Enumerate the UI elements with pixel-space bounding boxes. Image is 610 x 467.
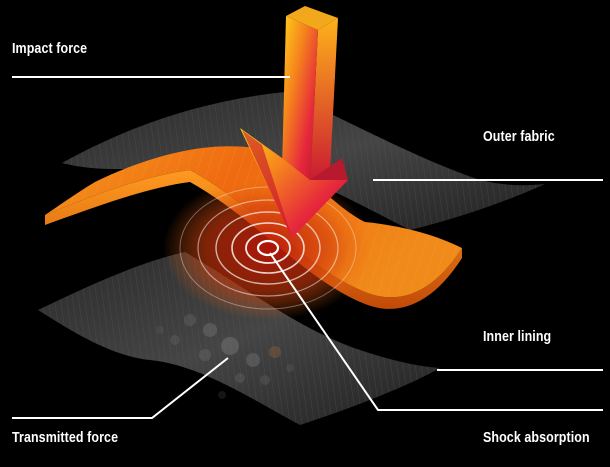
label-outer-fabric: Outer fabric bbox=[483, 129, 555, 145]
inner-lining-sheet bbox=[38, 252, 440, 425]
label-inner-lining: Inner lining bbox=[483, 329, 552, 345]
foam-layer bbox=[45, 146, 462, 320]
shock-absorption-leader bbox=[269, 252, 603, 411]
impact-arrow bbox=[240, 6, 348, 238]
label-transmitted-force: Transmitted force bbox=[12, 430, 119, 446]
label-impact-force: Impact force bbox=[12, 41, 88, 57]
leader-lines bbox=[12, 76, 603, 419]
transmitted-force-dots bbox=[156, 314, 294, 399]
transmitted-force-leader bbox=[12, 357, 229, 419]
label-shock-absorption: Shock absorption bbox=[483, 430, 590, 446]
shock-rings bbox=[179, 186, 357, 310]
